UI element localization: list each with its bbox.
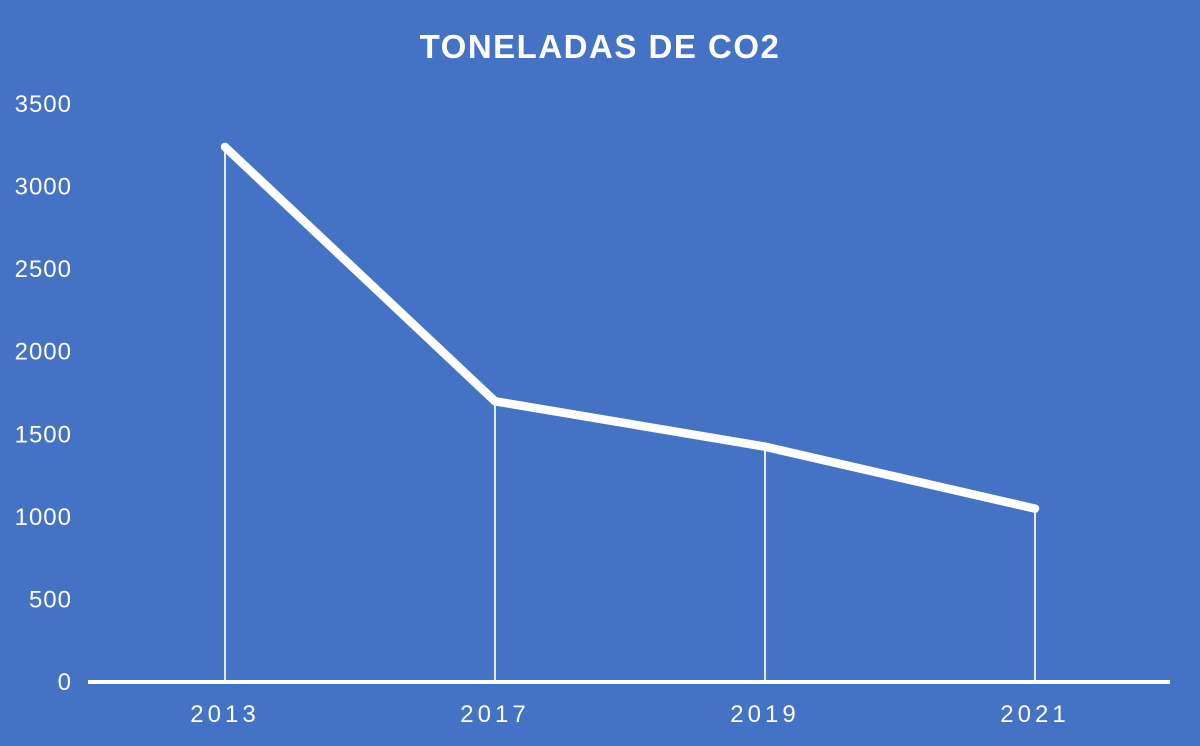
x-axis-tick-label: 2019 <box>730 701 799 728</box>
y-axis-tick-label: 2500 <box>15 256 72 283</box>
x-axis-tick-label: 2013 <box>190 701 259 728</box>
y-axis-tick-label: 500 <box>29 586 72 613</box>
chart-title: TONELADAS DE CO2 <box>419 28 781 65</box>
y-axis-tick-label: 1000 <box>15 504 72 531</box>
y-axis-tick-label: 3500 <box>15 91 72 118</box>
y-axis-tick-label: 2000 <box>15 339 72 366</box>
series-line <box>220 142 1040 513</box>
x-axis-tick-label: 2017 <box>460 701 529 728</box>
x-axis-tick-label: 2021 <box>1000 701 1069 728</box>
y-axis-tick-label: 0 <box>58 669 72 696</box>
y-axis-tick-label: 1500 <box>15 421 72 448</box>
y-axis-tick-label: 3000 <box>15 174 72 201</box>
